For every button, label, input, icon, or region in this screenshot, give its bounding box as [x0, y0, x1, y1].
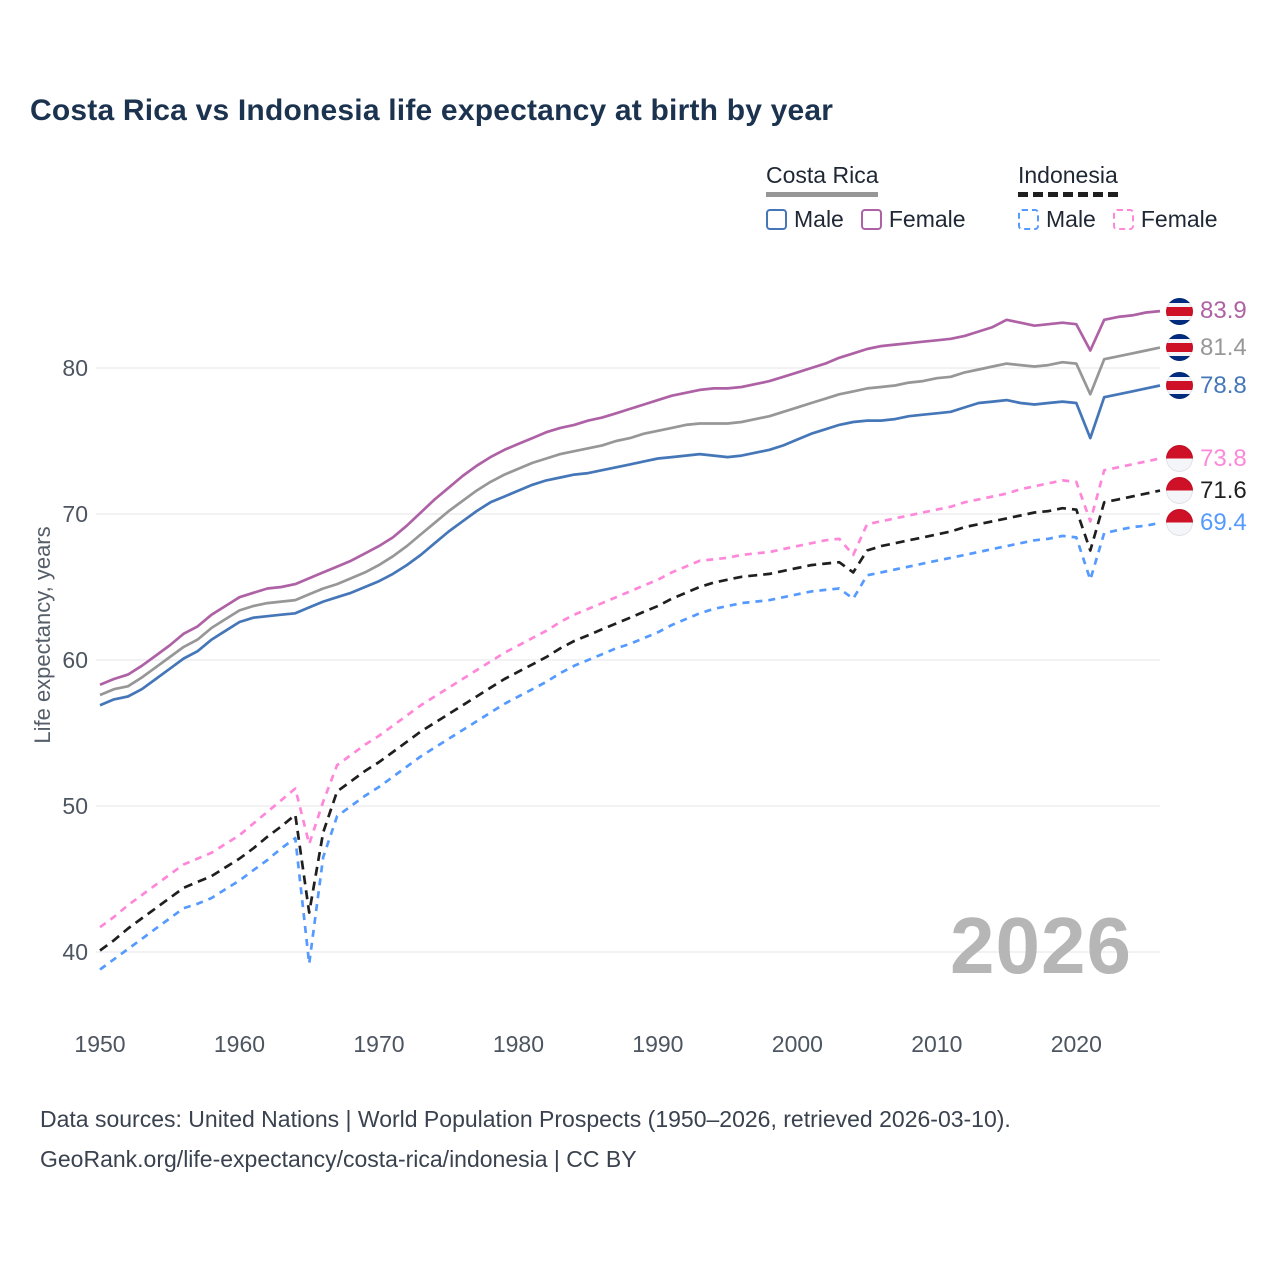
end-label-value: 81.4 [1200, 333, 1247, 361]
footer: Data sources: United Nations | World Pop… [40, 1099, 1011, 1179]
end-label-value: 71.6 [1200, 476, 1247, 504]
y-tick-label: 60 [62, 647, 88, 673]
series-end-labels: 83.9 81.4 78.8 73.8 71.6 69.4 [1166, 0, 1280, 1280]
end-label-indonesia-male: 69.4 [1166, 508, 1247, 538]
end-label-indonesia-female: 73.8 [1166, 444, 1247, 474]
series-line-costa-rica-total [99, 346, 1161, 697]
footer-data-sources: Data sources: United Nations | World Pop… [40, 1106, 1011, 1132]
series-line-indonesia-male [99, 521, 1161, 971]
legend-item-indonesia-male[interactable]: Male [1018, 206, 1096, 233]
legend-group-costa-rica: Costa Rica Male Female [766, 162, 966, 233]
series-line-indonesia-female [99, 457, 1161, 929]
x-tick-label: 1970 [353, 1031, 404, 1057]
end-label-costa-rica-total: 81.4 [1166, 333, 1247, 363]
y-axis-label: Life expectancy, years [30, 526, 55, 744]
y-tick-label: 70 [62, 501, 88, 527]
series-line-indonesia-total [99, 489, 1161, 952]
end-label-costa-rica-male: 78.8 [1166, 371, 1247, 401]
y-tick-label: 50 [62, 793, 88, 819]
gridlines: 40 50 60 70 80 [62, 355, 1160, 965]
legend-items-indonesia: Male Female [1018, 206, 1218, 233]
costa-rica-flag-icon [1166, 297, 1193, 325]
legend-item-label: Male [1046, 206, 1096, 232]
legend-country-label: Indonesia [1018, 162, 1118, 188]
series-line-costa-rica-male [99, 384, 1161, 707]
series-line-costa-rica-female [99, 309, 1161, 687]
legend-item-costa-rica-male[interactable]: Male [766, 206, 844, 233]
footer-attribution-link: GeoRank.org/life-expectancy/costa-rica/i… [40, 1146, 637, 1172]
legend-group-indonesia: Indonesia Male Female [1018, 162, 1218, 233]
x-tick-label: 2010 [911, 1031, 962, 1057]
legend-country-costa-rica[interactable]: Costa Rica [766, 162, 879, 197]
legend-item-label: Female [1140, 206, 1218, 232]
end-label-value: 73.8 [1200, 444, 1247, 472]
legend-item-label: Female [888, 206, 966, 232]
costa-rica-total-line-swatch-icon [766, 192, 879, 197]
end-label-costa-rica-female: 83.9 [1166, 296, 1247, 326]
x-tick-label: 1960 [214, 1031, 265, 1057]
x-tick-label: 1990 [632, 1031, 683, 1057]
costa-rica-female-swatch-icon [860, 209, 882, 230]
end-label-value: 83.9 [1200, 297, 1247, 325]
legend-items-costa-rica: Male Female [766, 206, 966, 233]
indonesia-female-swatch-icon [1112, 209, 1134, 230]
page-title: Costa Rica vs Indonesia life expectancy … [30, 94, 834, 127]
legend-item-indonesia-female[interactable]: Female [1112, 206, 1218, 233]
legend-item-costa-rica-female[interactable]: Female [860, 206, 966, 233]
end-label-indonesia-total: 71.6 [1166, 476, 1247, 506]
indonesia-flag-icon [1166, 445, 1193, 473]
legend-country-label: Costa Rica [766, 162, 879, 188]
x-tick-label: 1980 [493, 1031, 544, 1057]
y-tick-label: 80 [62, 355, 88, 381]
watermark-year: 2026 [950, 901, 1132, 990]
indonesia-male-swatch-icon [1018, 209, 1039, 230]
indonesia-total-line-swatch-icon [1018, 192, 1118, 197]
indonesia-flag-icon [1166, 477, 1193, 505]
x-tick-label: 1950 [74, 1031, 125, 1057]
end-label-value: 78.8 [1200, 371, 1247, 399]
end-label-value: 69.4 [1200, 508, 1247, 536]
x-tick-label: 2020 [1051, 1031, 1102, 1057]
costa-rica-flag-icon [1166, 334, 1193, 362]
costa-rica-male-swatch-icon [766, 209, 787, 230]
y-tick-label: 40 [62, 939, 88, 965]
x-tick-label: 2000 [772, 1031, 823, 1057]
indonesia-flag-icon [1166, 509, 1193, 537]
costa-rica-flag-icon [1166, 372, 1193, 400]
legend-country-indonesia[interactable]: Indonesia [1018, 162, 1118, 197]
legend-item-label: Male [794, 206, 844, 232]
